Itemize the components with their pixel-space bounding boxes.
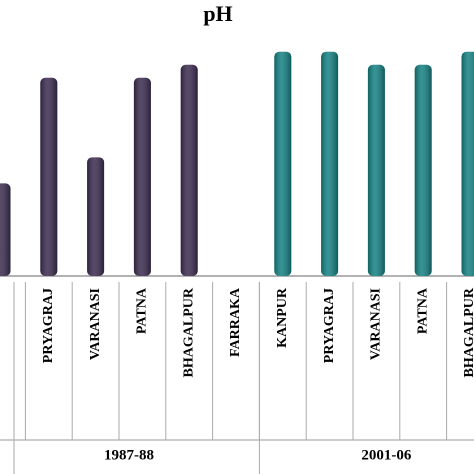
bar-shade xyxy=(274,51,292,276)
group-label: 2001-06 xyxy=(361,447,411,463)
group-label: 1987-88 xyxy=(104,447,154,463)
bar-shade xyxy=(180,64,198,277)
x-tick-label: PATNA xyxy=(415,287,430,334)
bar-shade xyxy=(414,64,432,277)
x-tick-label: VARANASI xyxy=(88,288,103,360)
x-tick-label: PRYAGRAJ xyxy=(41,288,56,363)
x-tick-label: BHAGALPUR xyxy=(462,287,474,377)
bar-shade xyxy=(367,64,385,277)
chart-title: pH xyxy=(203,1,232,26)
bar-shade xyxy=(461,51,474,276)
x-tick-label: VARANASI xyxy=(369,288,384,360)
bar-shade xyxy=(87,157,105,276)
bar-shade xyxy=(133,77,151,277)
x-tick-label: PATNA xyxy=(135,287,150,334)
bar-shade xyxy=(0,183,11,276)
x-tick-label: FARRAKA xyxy=(228,287,243,357)
bar-shade xyxy=(321,51,339,276)
x-tick-label: PRYAGRAJ xyxy=(322,288,337,363)
x-tick-label: KANPUR xyxy=(275,287,290,348)
bar-shade xyxy=(40,77,58,277)
x-tick-label: BHAGALPUR xyxy=(181,287,196,377)
